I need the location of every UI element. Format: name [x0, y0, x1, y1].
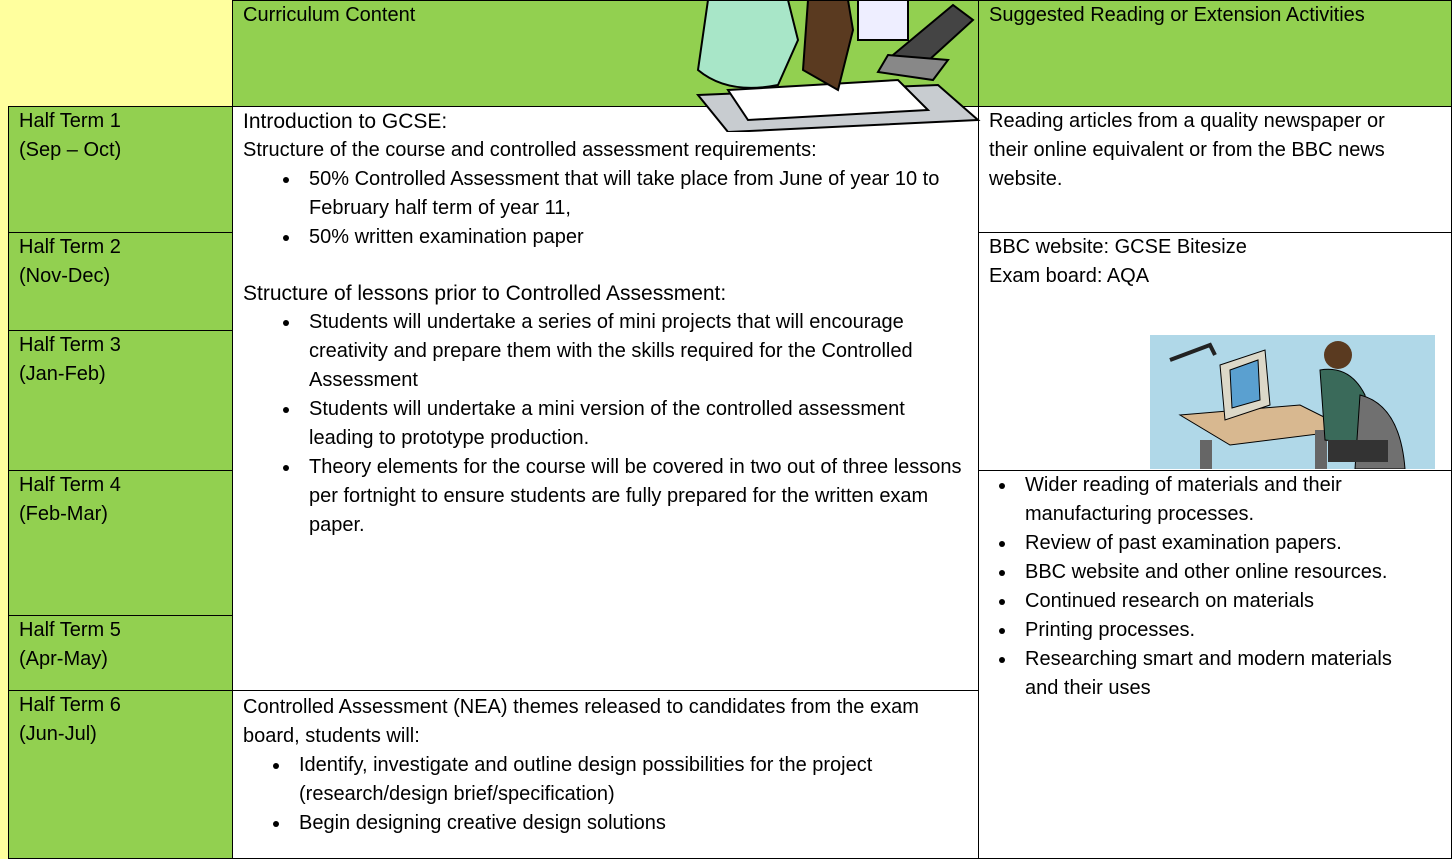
term-dates: (Sep – Oct) — [19, 139, 122, 161]
content-heading: Structure of lessons prior to Controlled… — [243, 282, 727, 305]
header-reading: Suggested Reading or Extension Activitie… — [989, 4, 1365, 26]
reading-text: Exam board: AQA — [989, 265, 1150, 287]
term-name: Half Term 4 — [19, 474, 121, 496]
content-list: Identify, investigate and outline design… — [243, 751, 968, 838]
term-cell: Half Term 1 (Sep – Oct) — [8, 106, 233, 233]
term-cell: Half Term 4 (Feb-Mar) — [8, 470, 233, 616]
term-cell: Half Term 3 (Jan-Feb) — [8, 330, 233, 471]
reading-cell: Wider reading of materials and their man… — [978, 470, 1452, 859]
content-bullet: Students will undertake a mini version o… — [301, 395, 968, 453]
term-name: Half Term 2 — [19, 236, 121, 258]
content-bullet: Theory elements for the course will be c… — [301, 453, 968, 540]
term-name: Half Term 6 — [19, 694, 121, 716]
term-dates: (Feb-Mar) — [19, 503, 108, 525]
term-cell: Half Term 5 (Apr-May) — [8, 615, 233, 691]
term-cell: Half Term 2 (Nov-Dec) — [8, 232, 233, 331]
term-dates: (Nov-Dec) — [19, 265, 111, 287]
header-cell: Suggested Reading or Extension Activitie… — [978, 0, 1452, 107]
clipart-designer — [1150, 335, 1435, 469]
term-dates: (Jun-Jul) — [19, 723, 97, 745]
reading-bullet: Review of past examination papers. — [1017, 529, 1411, 558]
content-list: Students will undertake a series of mini… — [243, 308, 968, 540]
reading-cell: Reading articles from a quality newspape… — [978, 106, 1452, 233]
reading-text: BBC website: GCSE Bitesize — [989, 236, 1247, 258]
term-name: Half Term 3 — [19, 334, 121, 356]
content-bullet: Students will undertake a series of mini… — [301, 308, 968, 395]
content-list: 50% Controlled Assessment that will take… — [243, 165, 968, 252]
content-bullet: Identify, investigate and outline design… — [291, 751, 968, 809]
content-bullet: 50% Controlled Assessment that will take… — [301, 165, 968, 223]
content-text: Structure of the course and controlled a… — [243, 139, 817, 161]
term-name: Half Term 5 — [19, 619, 121, 641]
term-dates: (Apr-May) — [19, 648, 108, 670]
header-cell: Curriculum Content — [232, 0, 979, 107]
reading-bullet: Continued research on materials — [1017, 587, 1411, 616]
header-curriculum: Curriculum Content — [243, 4, 416, 26]
reading-bullet: Wider reading of materials and their man… — [1017, 471, 1411, 529]
content-bullet: 50% written examination paper — [301, 223, 968, 252]
content-cell: Controlled Assessment (NEA) themes relea… — [232, 690, 979, 859]
reading-bullet: BBC website and other online resources. — [1017, 558, 1411, 587]
reading-bullet: Researching smart and modern materials a… — [1017, 645, 1411, 703]
reading-text: Reading articles from a quality newspape… — [989, 110, 1385, 190]
term-name: Half Term 1 — [19, 110, 121, 132]
reading-bullet: Printing processes. — [1017, 616, 1411, 645]
reading-list: Wider reading of materials and their man… — [989, 471, 1411, 703]
content-text: Controlled Assessment (NEA) themes relea… — [243, 696, 919, 747]
content-bullet: Begin designing creative design solution… — [291, 809, 968, 838]
content-cell: Introduction to GCSE: Structure of the c… — [232, 106, 979, 691]
term-dates: (Jan-Feb) — [19, 363, 106, 385]
clipart-student — [695, 0, 981, 132]
term-cell: Half Term 6 (Jun-Jul) — [8, 690, 233, 859]
content-heading: Introduction to GCSE: — [243, 110, 448, 133]
